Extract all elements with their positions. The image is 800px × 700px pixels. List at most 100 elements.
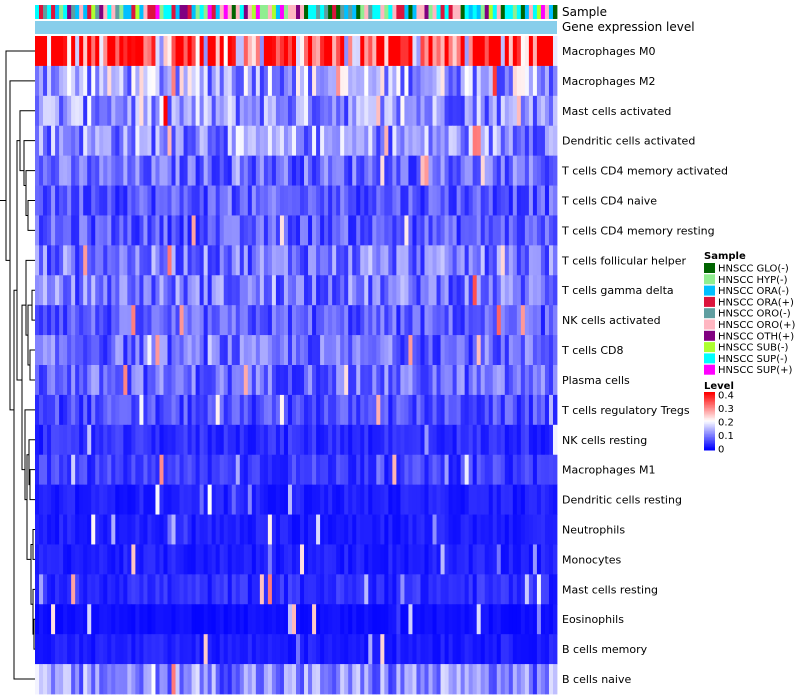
heatmap-cell — [432, 155, 437, 186]
heatmap-cell — [147, 65, 152, 97]
heatmap-cell — [59, 305, 64, 336]
heatmap-cell — [155, 424, 160, 456]
heatmap-cell — [51, 335, 56, 366]
heatmap-cell — [444, 484, 449, 515]
heatmap-cell — [171, 215, 176, 246]
heatmap-cell — [155, 125, 160, 157]
heatmap-cell — [372, 125, 377, 157]
heatmap-cell — [195, 95, 201, 127]
heatmap-cell — [308, 394, 313, 426]
heatmap-cell — [175, 574, 180, 605]
heatmap-cell — [356, 514, 361, 545]
heatmap-cell — [143, 604, 148, 635]
heatmap-cell — [203, 245, 209, 276]
heatmap-cell — [500, 275, 506, 306]
heatmap-cell — [39, 215, 44, 246]
heatmap-cell — [436, 305, 441, 336]
row-label: Mast cells activated — [562, 105, 671, 118]
heatmap-cell — [115, 365, 120, 396]
heatmap-cell — [344, 36, 349, 67]
heatmap-cell — [63, 424, 68, 456]
heatmap-cell — [312, 185, 317, 216]
heatmap-cell — [424, 275, 429, 306]
heatmap-cell — [332, 275, 337, 306]
heatmap-cell — [520, 215, 526, 246]
heatmap-cell — [231, 365, 237, 396]
heatmap-cell — [480, 335, 486, 366]
level-gradient-segment — [704, 426, 715, 429]
heatmap-cell — [247, 664, 253, 695]
heatmap-cell — [55, 604, 60, 635]
heatmap-cell — [336, 36, 341, 67]
heatmap-cell — [328, 95, 333, 127]
heatmap-cell — [231, 634, 237, 665]
level-gradient-segment — [704, 400, 715, 403]
heatmap-cell — [131, 394, 136, 426]
sample-annotation-cell — [123, 5, 128, 19]
heatmap-cell — [135, 365, 140, 396]
heatmap-cell — [187, 36, 192, 67]
heatmap-cell — [147, 634, 152, 665]
sample-legend-swatch — [704, 353, 715, 364]
heatmap-cell — [55, 454, 60, 486]
heatmap-cell — [267, 125, 273, 157]
heatmap-cell — [259, 454, 265, 486]
heatmap-cell — [372, 245, 377, 276]
heatmap-cell — [263, 544, 269, 575]
heatmap-cell — [428, 454, 433, 486]
heatmap-cell — [195, 275, 201, 306]
heatmap-cell — [452, 65, 458, 97]
heatmap-cell — [424, 185, 429, 216]
heatmap-cell — [51, 95, 56, 127]
heatmap-cell — [452, 305, 458, 336]
heatmap-cell — [103, 125, 108, 157]
heatmap-cell — [239, 245, 245, 276]
heatmap-cell — [432, 65, 437, 97]
sample-legend-label: HNSCC SUB(-) — [718, 343, 789, 354]
heatmap-cell — [55, 335, 60, 366]
heatmap-cell — [500, 305, 506, 336]
heatmap-cell — [304, 155, 309, 186]
heatmap-cell — [544, 664, 550, 695]
heatmap-cell — [476, 185, 482, 216]
heatmap-cell — [99, 424, 104, 456]
heatmap-cell — [159, 155, 164, 186]
heatmap-cell — [71, 544, 76, 575]
heatmap-cell — [312, 125, 317, 157]
heatmap-cell — [304, 305, 309, 336]
heatmap-cell — [444, 215, 449, 246]
heatmap-cell — [259, 245, 265, 276]
heatmap-cell — [107, 664, 112, 695]
heatmap-cell — [308, 305, 313, 336]
heatmap-cell — [179, 125, 184, 157]
heatmap-cell — [392, 215, 397, 246]
heatmap-cell — [267, 215, 273, 246]
heatmap-cell — [223, 544, 229, 575]
heatmap-cell — [67, 454, 72, 486]
heatmap-cell — [223, 514, 229, 545]
heatmap-cell — [452, 514, 458, 545]
heatmap-cell — [324, 394, 329, 426]
heatmap-cell — [59, 215, 64, 246]
heatmap-cell — [39, 125, 44, 157]
heatmap-cell — [35, 394, 40, 426]
heatmap-cell — [99, 125, 104, 157]
heatmap-cell — [456, 664, 462, 695]
heatmap-cell — [255, 305, 261, 336]
sample-annotation-cell — [171, 5, 176, 19]
heatmap-cell — [271, 574, 277, 605]
dendrogram-branch — [24, 409, 35, 501]
heatmap-cell — [159, 454, 164, 486]
heatmap-cell — [392, 424, 397, 456]
heatmap-cell — [183, 634, 188, 665]
heatmap-cell — [428, 484, 433, 515]
heatmap-cell — [404, 275, 409, 306]
heatmap-cell — [416, 215, 421, 246]
heatmap-cell — [548, 544, 554, 575]
heatmap-cell — [448, 365, 453, 396]
heatmap-cell — [536, 365, 542, 396]
heatmap-cell — [119, 335, 124, 366]
sample-annotation-cell — [504, 5, 510, 19]
heatmap-cell — [147, 185, 152, 216]
sample-annotation-cell — [492, 5, 498, 19]
